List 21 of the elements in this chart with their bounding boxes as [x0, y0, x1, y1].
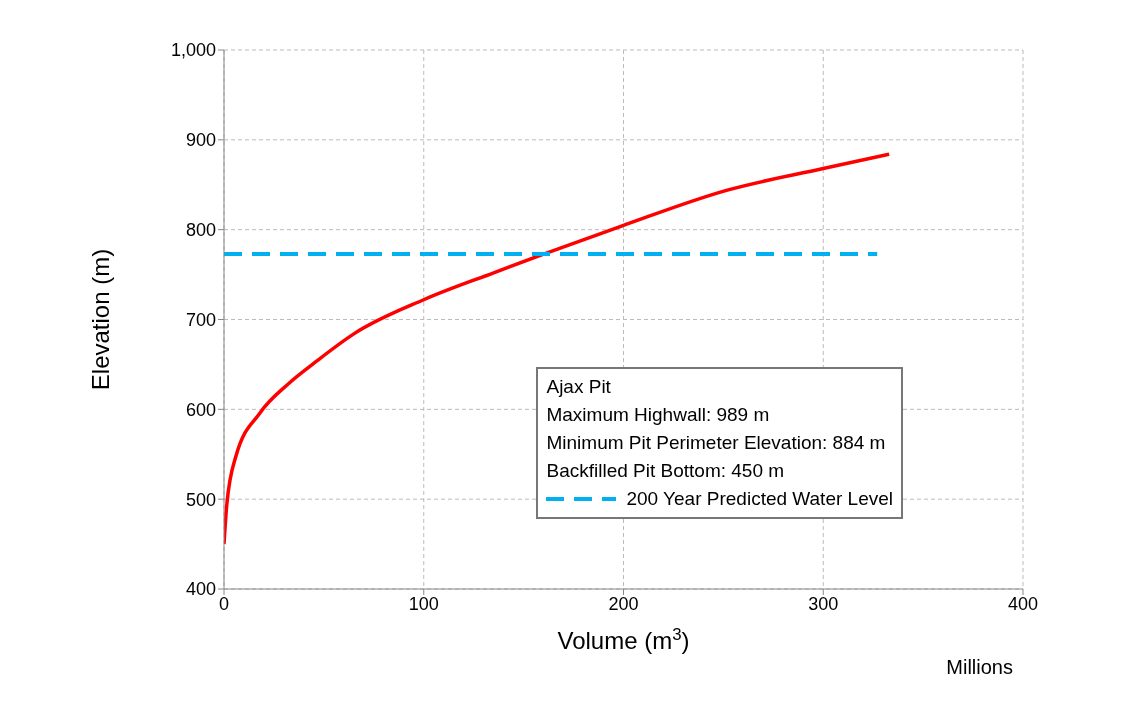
y-tick-label: 1,000	[170, 40, 216, 61]
x-tick-label: 400	[1007, 593, 1039, 614]
y-tick-label: 800	[185, 220, 216, 241]
text: Millions	[946, 656, 1013, 679]
annotation: Backfilled Pit Bottom: 450 m	[546, 459, 786, 483]
x-tick-label: 200	[608, 593, 639, 614]
y-tick-label: 900	[185, 130, 216, 151]
legend-label: 200 Year Predicted Water Level	[626, 487, 893, 511]
annotation: Minimum Pit Perimeter Elevation: 884 m	[546, 431, 887, 455]
annotation: Maximum Highwall: 989 m	[546, 403, 771, 427]
x-axis-title: Volume (m$^{3}$)	[557, 624, 690, 654]
x-tick-label: 0	[218, 593, 230, 614]
annotation: Ajax Pit	[546, 375, 612, 399]
line-series	[224, 152, 891, 546]
y-axis-title: Elevation (m)	[87, 248, 114, 391]
y-tick-label: 400	[185, 579, 216, 600]
y-tick-label: 600	[185, 399, 216, 420]
y-tick-label: 500	[185, 489, 216, 510]
x-tick-label: 300	[808, 593, 839, 614]
y-tick-label: 700	[185, 309, 216, 330]
x-tick-label: 100	[408, 593, 439, 614]
